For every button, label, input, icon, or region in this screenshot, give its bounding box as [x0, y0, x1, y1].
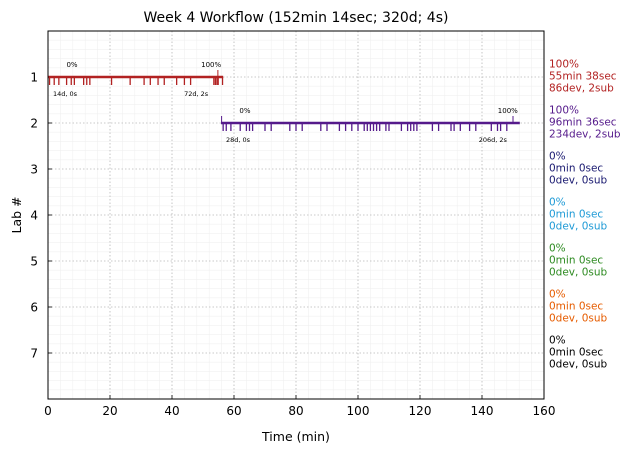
- lab-1-summary-line: 55min 38sec: [549, 71, 617, 83]
- x-tick-label: 80: [288, 404, 303, 418]
- start-percent: 0%: [66, 61, 77, 69]
- lab-4-summary-line: 0min 0sec: [549, 209, 603, 221]
- lab-3-summary-line: 0dev, 0sub: [549, 175, 608, 187]
- lab-2-track: 0% 100% 28d, 0s 206d, 2s: [220, 107, 520, 144]
- y-axis-label: Lab #: [9, 196, 24, 233]
- y-tick-label: 7: [30, 347, 38, 361]
- lab-4-summary-line: 0%: [549, 197, 566, 209]
- end-percent: 100%: [498, 107, 518, 115]
- start-annotation: 14d, 0s: [53, 90, 78, 98]
- chart-title: Week 4 Workflow (152min 14sec; 320d; 4s): [144, 10, 449, 26]
- lab-5-summary-line: 0dev, 0sub: [549, 267, 608, 279]
- y-tick-label: 2: [30, 117, 38, 131]
- start-percent: 0%: [239, 107, 250, 115]
- y-tick-label: 3: [30, 163, 38, 177]
- x-tick-label: 20: [102, 404, 117, 418]
- lab-series: 0% 100% 14d, 0s 72d, 2s 0% 100% 28d, 0s 206d, 2…: [47, 61, 520, 144]
- lab-7-summary-line: 0dev, 0sub: [549, 359, 608, 371]
- y-tick-label: 6: [30, 301, 38, 315]
- lab-4-summary-line: 0dev, 0sub: [549, 221, 608, 233]
- x-axis-label: Time (min): [261, 429, 330, 444]
- end-annotation: 206d, 2s: [479, 136, 508, 144]
- x-tick-label: 160: [533, 404, 556, 418]
- lab-3-summary-line: 0%: [549, 151, 566, 163]
- x-tick-label: 100: [347, 404, 370, 418]
- lab-1-summary-line: 100%: [549, 59, 579, 71]
- lab-3-summary-line: 0min 0sec: [549, 163, 603, 175]
- x-tick-label: 60: [226, 404, 241, 418]
- x-tick-label: 120: [409, 404, 432, 418]
- plot-frame: [47, 30, 545, 400]
- lab-5-summary-line: 0min 0sec: [549, 255, 603, 267]
- lab-6-summary-line: 0dev, 0sub: [549, 313, 608, 325]
- minor-grid: [48, 31, 544, 399]
- end-percent: 100%: [201, 61, 221, 69]
- lab-7-summary-line: 0%: [549, 335, 566, 347]
- y-tick-label: 1: [30, 71, 38, 85]
- lab-7-summary-line: 0min 0sec: [549, 347, 603, 359]
- lab-2-summary-line: 100%: [549, 105, 579, 117]
- end-annotation: 72d, 2s: [184, 90, 209, 98]
- lab-6-summary-line: 0%: [549, 289, 566, 301]
- lab-5-summary-line: 0%: [549, 243, 566, 255]
- y-tick-label: 5: [30, 255, 38, 269]
- lab-1-summary-line: 86dev, 2sub: [549, 83, 614, 95]
- lab-2-summary-line: 96min 36sec: [549, 117, 617, 129]
- x-tick-label: 140: [471, 404, 494, 418]
- y-tick-label: 4: [30, 209, 38, 223]
- lab-2-summary-line: 234dev, 2sub: [549, 129, 621, 141]
- x-tick-label: 40: [164, 404, 179, 418]
- lab-6-summary-line: 0min 0sec: [549, 301, 603, 313]
- x-tick-label: 0: [44, 404, 52, 418]
- start-annotation: 28d, 0s: [226, 136, 251, 144]
- axis-ticks: 0 20 40 60 80 100 120 140 160 1 2 3 4 5 6 7: [30, 71, 555, 419]
